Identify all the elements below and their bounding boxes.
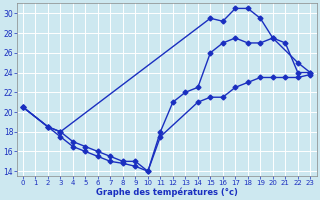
X-axis label: Graphe des températures (°c): Graphe des températures (°c) [96, 187, 237, 197]
